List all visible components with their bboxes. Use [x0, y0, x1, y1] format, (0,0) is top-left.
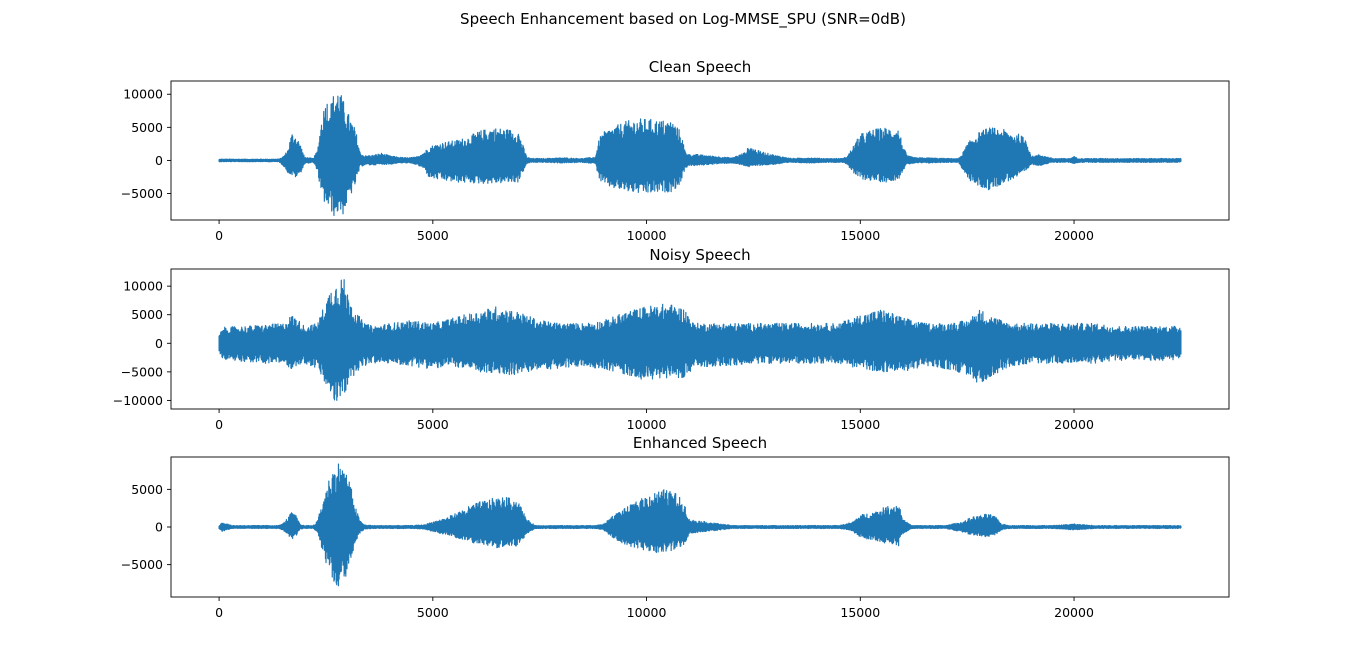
x-tick-label: 15000 [840, 417, 880, 432]
y-tick-label: 10000 [123, 87, 163, 102]
y-tick-label: 5000 [131, 307, 163, 322]
x-tick-label: 15000 [840, 228, 880, 243]
x-tick-label: 5000 [417, 605, 449, 620]
y-tick-label: 10000 [123, 279, 163, 294]
x-tick-label: 20000 [1054, 605, 1094, 620]
x-tick-label: 15000 [840, 605, 880, 620]
y-tick-label: 5000 [131, 482, 163, 497]
noisy-axes-frame [170, 268, 1230, 410]
noisy-speech-title: Noisy Speech [649, 246, 750, 264]
x-tick-label: 10000 [627, 605, 667, 620]
x-tick-label: 0 [215, 228, 223, 243]
clean-axes-frame [170, 80, 1230, 221]
y-tick-label: −5000 [121, 186, 163, 201]
clean-speech-waveform [218, 95, 1182, 217]
x-tick-label: 5000 [417, 228, 449, 243]
y-tick-label: 5000 [131, 120, 163, 135]
y-tick-label: −10000 [113, 393, 163, 408]
y-tick-label: 0 [155, 520, 163, 535]
enhanced-speech-panel: Enhanced Speech 0 5000 10000 15000 20000 −5000… [121, 434, 1230, 620]
x-tick-label: 5000 [417, 417, 449, 432]
y-tick-label: −5000 [121, 364, 163, 379]
noisy-speech-waveform [218, 279, 1182, 401]
enhanced-speech-waveform [218, 463, 1182, 587]
x-tick-label: 0 [215, 605, 223, 620]
x-tick-label: 0 [215, 417, 223, 432]
x-tick-label: 20000 [1054, 228, 1094, 243]
x-tick-label: 20000 [1054, 417, 1094, 432]
x-tick-label: 10000 [627, 417, 667, 432]
y-tick-label: 0 [155, 336, 163, 351]
y-tick-label: −5000 [121, 557, 163, 572]
y-tick-label: 0 [155, 153, 163, 168]
enhanced-speech-title: Enhanced Speech [633, 434, 767, 452]
noisy-speech-panel: Noisy Speech 0 5000 10000 15000 20000 −10000 −5… [113, 246, 1230, 432]
x-tick-label: 10000 [627, 228, 667, 243]
clean-speech-panel: Clean Speech 0 5000 10000 15000 20000 −5000 0 50… [121, 58, 1230, 243]
clean-speech-title: Clean Speech [649, 58, 752, 76]
figure-title: Speech Enhancement based on Log-MMSE_SPU… [460, 10, 906, 28]
